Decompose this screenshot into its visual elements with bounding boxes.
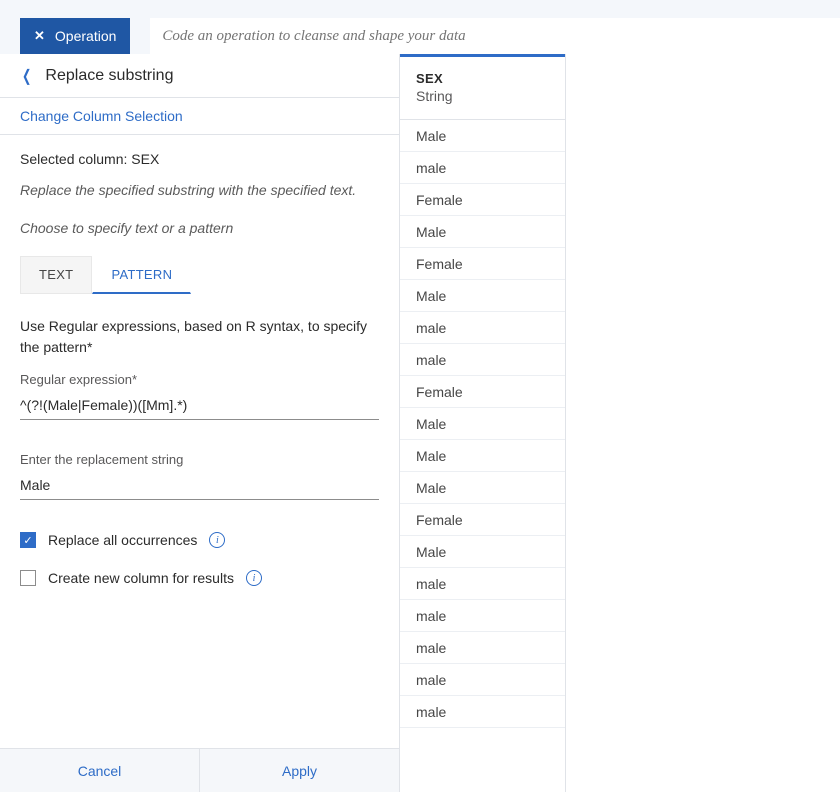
panel-content: Selected column: SEX Replace the specifi… bbox=[0, 135, 399, 748]
regex-input[interactable] bbox=[20, 393, 379, 420]
table-row[interactable]: Female bbox=[400, 376, 565, 408]
empty-preview-area bbox=[566, 54, 840, 792]
column-type: String bbox=[416, 88, 549, 104]
operation-label: Operation bbox=[55, 28, 116, 44]
replace-all-checkbox[interactable]: ✓ bbox=[20, 532, 36, 548]
table-row[interactable]: Male bbox=[400, 440, 565, 472]
replace-all-row: ✓ Replace all occurrences i bbox=[20, 532, 379, 548]
table-row[interactable]: male bbox=[400, 600, 565, 632]
new-column-label: Create new column for results bbox=[48, 570, 234, 586]
new-column-checkbox[interactable] bbox=[20, 570, 36, 586]
back-chevron-icon[interactable]: ❮ bbox=[22, 66, 31, 86]
regex-instruction: Use Regular expressions, based on R synt… bbox=[20, 316, 379, 358]
table-row[interactable]: Male bbox=[400, 472, 565, 504]
preview-panel: SEX String MalemaleFemaleMaleFemaleMalem… bbox=[400, 54, 840, 792]
operation-button[interactable]: ✕ Operation bbox=[20, 18, 130, 54]
choose-mode-text: Choose to specify text or a pattern bbox=[20, 219, 379, 239]
table-row[interactable]: male bbox=[400, 152, 565, 184]
panel-header: ❮ Replace substring bbox=[0, 54, 399, 98]
table-row[interactable]: Male bbox=[400, 408, 565, 440]
tab-pattern[interactable]: PATTERN bbox=[92, 256, 191, 294]
table-row[interactable]: Male bbox=[400, 536, 565, 568]
table-row[interactable]: Male bbox=[400, 120, 565, 152]
code-operation-input[interactable] bbox=[150, 18, 840, 54]
top-bar: ✕ Operation bbox=[0, 0, 840, 54]
table-row[interactable]: male bbox=[400, 568, 565, 600]
table-row[interactable]: Female bbox=[400, 504, 565, 536]
change-column-link[interactable]: Change Column Selection bbox=[0, 98, 399, 135]
info-icon[interactable]: i bbox=[209, 532, 225, 548]
table-row[interactable]: Male bbox=[400, 280, 565, 312]
panel-footer: Cancel Apply bbox=[0, 748, 399, 792]
selected-column-label: Selected column: SEX bbox=[20, 151, 379, 167]
panel-title: Replace substring bbox=[45, 67, 173, 85]
column-name: SEX bbox=[416, 71, 549, 86]
main-area: ❮ Replace substring Change Column Select… bbox=[0, 54, 840, 792]
close-icon: ✕ bbox=[34, 28, 45, 44]
operation-description: Replace the specified substring with the… bbox=[20, 181, 379, 201]
data-rows: MalemaleFemaleMaleFemaleMalemalemaleFema… bbox=[400, 120, 565, 792]
apply-button[interactable]: Apply bbox=[200, 749, 399, 792]
table-row[interactable]: male bbox=[400, 696, 565, 728]
regex-field-label: Regular expression* bbox=[20, 372, 379, 387]
config-panel: ❮ Replace substring Change Column Select… bbox=[0, 54, 400, 792]
tab-text[interactable]: TEXT bbox=[20, 256, 92, 294]
table-row[interactable]: male bbox=[400, 632, 565, 664]
cancel-button[interactable]: Cancel bbox=[0, 749, 200, 792]
table-row[interactable]: Female bbox=[400, 184, 565, 216]
table-row[interactable]: male bbox=[400, 344, 565, 376]
table-row[interactable]: male bbox=[400, 312, 565, 344]
info-icon[interactable]: i bbox=[246, 570, 262, 586]
column-header[interactable]: SEX String bbox=[400, 54, 565, 120]
replace-all-label: Replace all occurrences bbox=[48, 532, 197, 548]
table-row[interactable]: Male bbox=[400, 216, 565, 248]
new-column-row: Create new column for results i bbox=[20, 570, 379, 586]
mode-tabs: TEXT PATTERN bbox=[20, 256, 379, 294]
table-row[interactable]: male bbox=[400, 664, 565, 696]
table-row[interactable]: Female bbox=[400, 248, 565, 280]
replacement-field-label: Enter the replacement string bbox=[20, 452, 379, 467]
preview-column: SEX String MalemaleFemaleMaleFemaleMalem… bbox=[400, 54, 566, 792]
replacement-input[interactable] bbox=[20, 473, 379, 500]
